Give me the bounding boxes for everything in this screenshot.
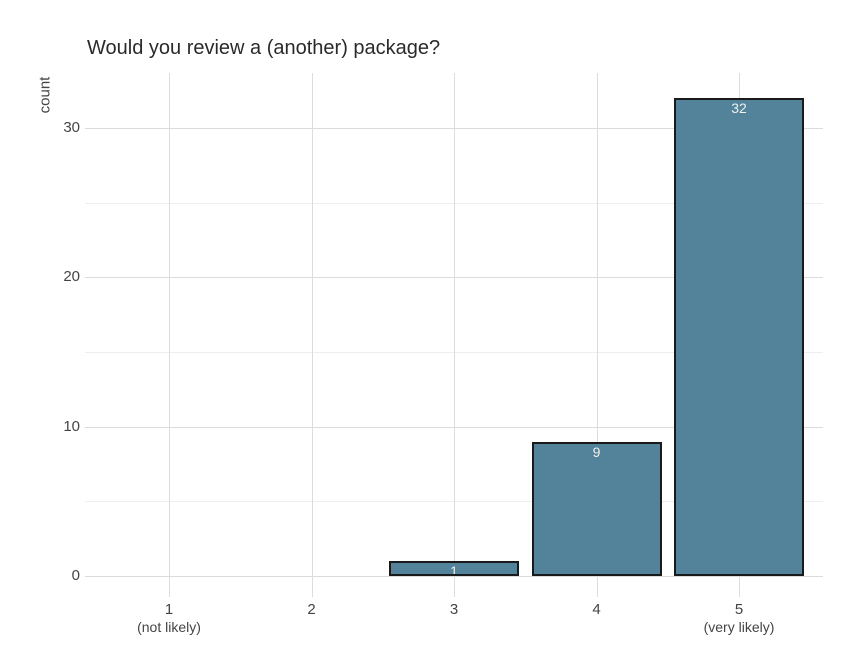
- y-tick-0: 0: [71, 567, 80, 584]
- x-tick-sublabel-1: (not likely): [137, 619, 201, 635]
- bar-x4: 9: [531, 441, 662, 576]
- y-tick-30: 30: [63, 119, 80, 136]
- bar-value-label: 9: [592, 443, 601, 460]
- x-tick-1: 1: [164, 601, 174, 618]
- x-tick-sublabel-5: (very likely): [703, 619, 775, 635]
- x-tick-5: 5: [734, 601, 744, 618]
- bar-x3: 1: [389, 561, 519, 576]
- y-axis-title: count: [36, 76, 54, 114]
- bar-value-label: 32: [731, 100, 747, 117]
- bar-x5: 32: [674, 98, 804, 576]
- x-tick-3: 3: [449, 601, 459, 618]
- gridline-x-2: [311, 73, 313, 597]
- y-tick-20: 20: [63, 268, 80, 286]
- bar-value-label: 1: [450, 563, 458, 576]
- plot-panel: 1 9 32: [85, 73, 823, 597]
- chart-title: Would you review a (another) package?: [87, 37, 441, 59]
- y-tick-10: 10: [63, 417, 80, 435]
- gridline-x-1: [169, 73, 170, 597]
- x-tick-2: 2: [307, 601, 316, 618]
- gridline-x-3: [454, 73, 455, 597]
- gridline-x-4: [596, 73, 598, 597]
- x-tick-4: 4: [592, 601, 601, 618]
